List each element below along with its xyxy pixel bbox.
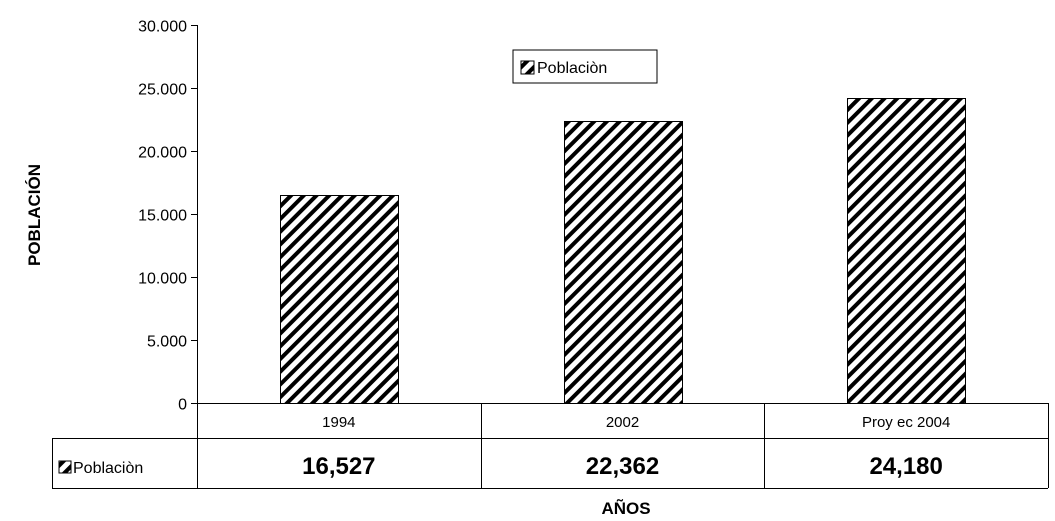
legend-label: Poblaciòn <box>537 60 607 77</box>
legend-box <box>512 49 658 84</box>
category-label: Proy ec 2004 <box>862 414 950 431</box>
data-value-label: 22,362 <box>586 453 659 480</box>
y-axis-ticks: 0 5.000 10.000 15.000 20.000 25.000 30.000 <box>138 19 197 414</box>
category-label: 2002 <box>606 414 639 431</box>
x-axis-title: AÑOS <box>601 498 650 518</box>
y-tick-label: 15.000 <box>138 208 187 225</box>
data-value-label: 24,180 <box>869 453 942 480</box>
y-tick-label: 0 <box>178 397 187 414</box>
bar <box>280 195 399 404</box>
y-tick-label: 25.000 <box>138 82 187 99</box>
bars <box>280 98 966 404</box>
y-axis-title: POBLACIÓN <box>25 164 44 266</box>
y-tick-label: 5.000 <box>147 334 187 351</box>
category-labels: 1994 2002 Proy ec 2004 <box>322 414 950 431</box>
data-table-grid <box>52 25 1049 489</box>
data-table-row-header: Poblaciòn <box>58 460 143 477</box>
y-tick-label: 30.000 <box>138 19 187 36</box>
bar <box>564 121 683 404</box>
data-value-label: 16,527 <box>302 453 375 480</box>
y-tick-label: 10.000 <box>138 271 187 288</box>
table-legend-swatch <box>58 460 72 474</box>
table-series-label: Poblaciòn <box>73 460 143 477</box>
legend: Poblaciòn <box>512 49 658 84</box>
y-tick-label: 20.000 <box>138 145 187 162</box>
data-table-values: 16,527 22,362 24,180 <box>302 453 943 480</box>
bar <box>847 98 966 404</box>
category-label: 1994 <box>322 414 355 431</box>
legend-swatch <box>520 60 535 75</box>
